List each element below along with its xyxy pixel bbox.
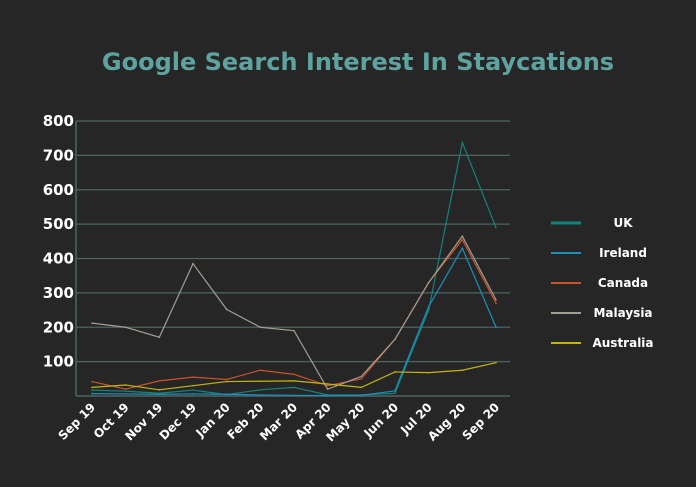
data-point [326,394,329,397]
x-tick-label: Nov 19 [122,400,165,443]
data-point [326,384,329,387]
data-point [394,392,396,395]
legend-label: Malaysia [593,306,652,320]
data-point [192,393,194,395]
data-point [495,298,497,301]
data-point [91,392,93,395]
y-tick-label: 500 [43,215,74,233]
chart-title: Google Search Interest In Staycations [101,48,615,76]
data-point [461,238,464,241]
data-point [124,326,127,329]
data-point [293,394,295,397]
series-line-ireland [91,246,497,397]
data-point [495,361,497,364]
data-point [158,336,161,339]
data-point [225,380,228,383]
data-point [461,247,464,249]
y-tick-label: 400 [43,250,74,268]
data-point [124,388,127,390]
data-point [461,235,464,237]
x-tick-label: Jun 20 [361,400,402,441]
data-point [326,388,329,390]
data-point [326,383,329,385]
data-point [91,389,93,391]
data-point [360,394,363,397]
data-point [158,380,161,382]
data-point [293,329,295,332]
legend-label: Ireland [599,246,647,260]
data-point [259,326,262,329]
data-point [225,393,228,396]
data-point [124,393,127,395]
series-line-malaysia [91,235,497,390]
data-point [91,380,93,383]
data-point [158,389,161,391]
x-tick-label: Dec 19 [157,400,199,442]
series-line-uk [91,140,497,396]
data-point [192,262,194,265]
series-line-canada [91,238,497,390]
data-point [427,309,430,311]
data-point [461,141,464,144]
data-point [259,389,262,391]
data-point [461,369,464,372]
data-point [192,384,194,387]
data-point [394,390,396,392]
y-tick-label: 700 [43,146,74,164]
data-point [259,369,262,372]
data-point [394,338,396,341]
y-tick-label: 600 [43,181,74,199]
y-tick-label: 800 [43,112,74,130]
legend-label: Australia [592,336,653,350]
data-point [91,386,93,389]
data-point [293,386,295,389]
data-point [124,384,127,386]
data-point [293,373,295,376]
data-point [225,378,228,381]
x-tick-label: Sep 19 [56,400,99,443]
data-point [293,380,295,382]
legend-label: UK [613,216,633,230]
series-line-australia [91,362,497,391]
data-point [394,371,396,373]
data-point [360,375,363,378]
x-tick-label: Aug 20 [425,400,468,443]
y-tick-label: 200 [43,318,74,336]
data-point [360,386,363,389]
data-point [192,389,194,391]
data-point [427,281,430,284]
y-tick-label: 100 [43,353,74,371]
x-tick-label: Mar 20 [257,400,300,443]
data-point [158,393,161,396]
data-point [427,371,430,374]
y-tick-label: 300 [43,284,74,302]
data-point [427,305,430,308]
legend-label: Canada [598,276,648,290]
data-point [495,226,497,229]
data-point [225,308,228,311]
data-point [495,302,497,304]
data-point [259,394,262,396]
data-point [91,322,93,324]
data-point [495,326,497,329]
data-point [360,378,363,380]
data-point [192,376,194,378]
data-point [124,390,127,392]
data-point [259,380,262,383]
x-tick-label: Sep 20 [460,400,503,443]
